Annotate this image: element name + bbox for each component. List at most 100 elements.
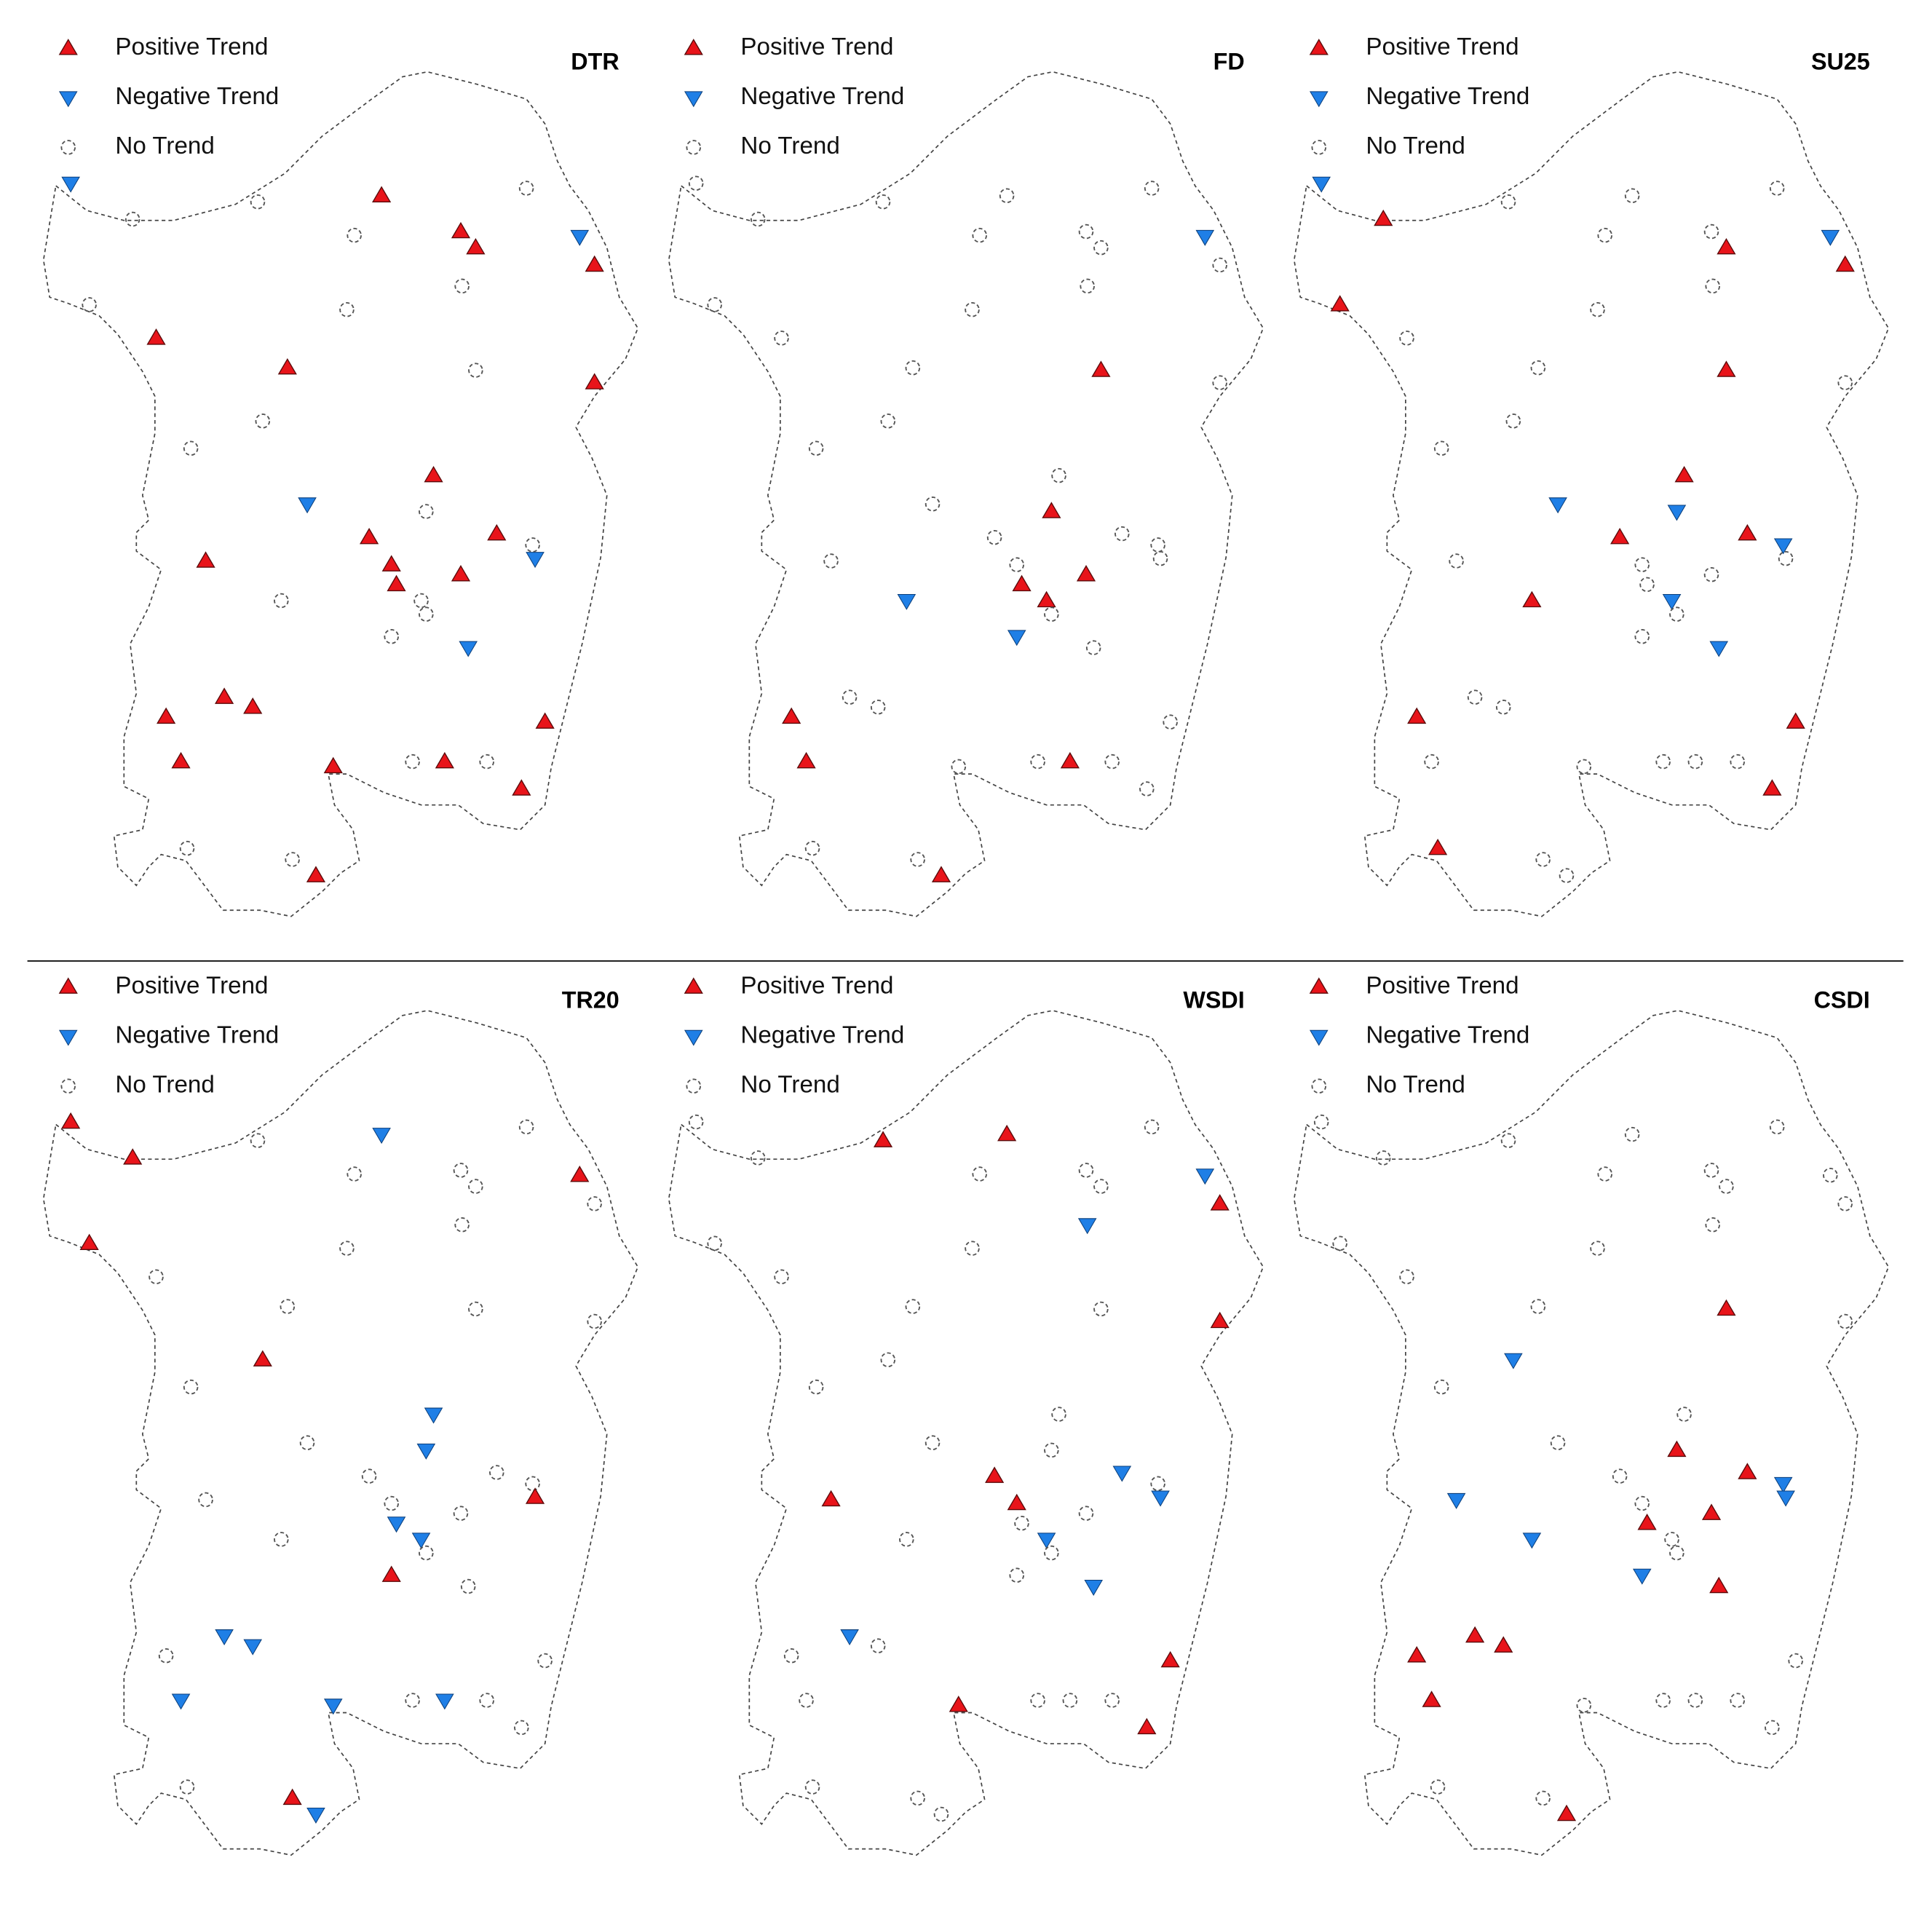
positive-trend-marker (243, 697, 263, 714)
no-trend-marker (179, 840, 195, 856)
positive-trend-marker (323, 756, 343, 774)
no-trend-marker (419, 606, 434, 622)
no-trend-marker (1375, 1150, 1391, 1166)
negative-trend-marker (1522, 1533, 1542, 1549)
positive-trend-marker (1160, 1650, 1180, 1668)
no-trend-marker (1313, 1114, 1329, 1130)
positive-trend-marker (796, 751, 816, 769)
positive-trend-marker (360, 527, 379, 545)
negative-trend-marker (459, 641, 478, 657)
positive-trend-marker (1309, 977, 1329, 994)
no-trend-marker (1150, 537, 1165, 553)
no-trend-marker (965, 1241, 980, 1256)
negative-trend-marker (58, 91, 78, 108)
positive-trend-marker (1717, 1299, 1736, 1316)
positive-trend-marker (1210, 1194, 1230, 1211)
no-trend-marker (1669, 606, 1684, 622)
positive-trend-marker (1667, 1440, 1687, 1458)
no-trend-marker (905, 360, 921, 376)
positive-trend-marker (1717, 237, 1736, 255)
no-trend-marker (1500, 1133, 1516, 1148)
positive-trend-marker (1407, 1646, 1427, 1663)
no-trend-marker (1676, 1407, 1692, 1422)
no-trend-marker (1152, 550, 1168, 566)
positive-trend-marker (1422, 1690, 1441, 1707)
no-trend-marker (299, 1435, 315, 1450)
no-trend-marker (347, 227, 362, 243)
positive-trend-marker (435, 751, 454, 769)
no-trend-marker (986, 529, 1002, 545)
no-trend-marker (707, 1235, 722, 1251)
no-trend-marker (1634, 1495, 1650, 1511)
no-trend-marker (804, 1779, 820, 1795)
positive-trend-marker (1137, 1717, 1157, 1735)
positive-trend-marker (1309, 39, 1329, 55)
positive-trend-marker (146, 328, 166, 345)
no-trend-marker (1703, 566, 1719, 582)
no-trend-marker (1634, 629, 1650, 644)
no-trend-marker (1150, 1476, 1165, 1492)
positive-trend-marker (451, 565, 471, 582)
negative-trend-marker (171, 1693, 191, 1710)
no-trend-marker (1014, 1515, 1029, 1531)
no-trend-marker (750, 211, 766, 227)
no-trend-marker (1449, 553, 1464, 569)
no-trend-marker (1044, 606, 1059, 622)
negative-trend-marker (1084, 1580, 1104, 1596)
legend-label: Negative Trend (115, 83, 279, 110)
positive-trend-marker (1709, 1576, 1729, 1594)
no-trend-marker (1769, 181, 1785, 196)
no-trend-marker (1655, 1693, 1671, 1708)
positive-trend-marker (58, 977, 78, 994)
negative-trend-marker (840, 1629, 859, 1645)
no-trend-marker (1639, 577, 1655, 593)
map-panel: Positive Trend Negative Trend No Trend SU25 (1293, 33, 1890, 917)
no-trend-marker (280, 1299, 296, 1314)
no-trend-marker (1212, 375, 1228, 390)
no-trend-marker (1788, 1653, 1803, 1669)
negative-trend-marker (58, 1029, 78, 1046)
no-trend-marker (454, 278, 470, 294)
positive-trend-marker (535, 712, 555, 729)
no-trend-marker (339, 1241, 355, 1256)
legend-label: Positive Trend (115, 972, 268, 999)
no-trend-marker (925, 497, 941, 512)
positive-trend-marker (949, 1696, 968, 1712)
positive-trend-marker (1786, 712, 1805, 729)
no-trend-marker (910, 1790, 925, 1806)
negative-trend-marker (1195, 229, 1215, 246)
coastline (1293, 71, 1890, 917)
negative-trend-marker (1821, 229, 1840, 246)
no-trend-marker (419, 1545, 434, 1561)
no-trend-marker (875, 194, 891, 210)
no-trend-marker (1311, 1078, 1327, 1094)
negative-trend-marker (684, 91, 703, 108)
positive-trend-marker (1091, 360, 1111, 377)
no-trend-marker (347, 1166, 362, 1182)
no-trend-marker (274, 1532, 289, 1547)
no-trend-marker (255, 414, 271, 429)
no-trend-marker (1139, 781, 1155, 796)
no-trend-marker (405, 754, 420, 770)
no-trend-marker (1655, 754, 1671, 770)
positive-trend-marker (782, 707, 801, 724)
no-trend-marker (1424, 754, 1439, 770)
panel-title: SU25 (1811, 48, 1870, 74)
no-trend-marker (1823, 1167, 1838, 1183)
positive-trend-marker (306, 866, 326, 882)
negative-trend-marker (1309, 91, 1329, 108)
panel-title: CSDI (1814, 987, 1870, 1013)
no-trend-marker (1769, 1119, 1785, 1135)
no-trend-marker (1399, 1269, 1414, 1285)
no-trend-marker (183, 440, 199, 456)
no-trend-marker (925, 1435, 941, 1450)
no-trend-marker (1730, 1693, 1746, 1708)
no-trend-marker (707, 297, 722, 312)
panel-title: DTR (571, 48, 619, 74)
positive-trend-marker (1012, 574, 1032, 592)
negative-trend-marker (1309, 1029, 1329, 1046)
no-trend-marker (1705, 1217, 1721, 1233)
negative-trend-marker (306, 1807, 325, 1824)
legend-label: No Trend (740, 133, 839, 159)
no-trend-marker (537, 1653, 553, 1669)
